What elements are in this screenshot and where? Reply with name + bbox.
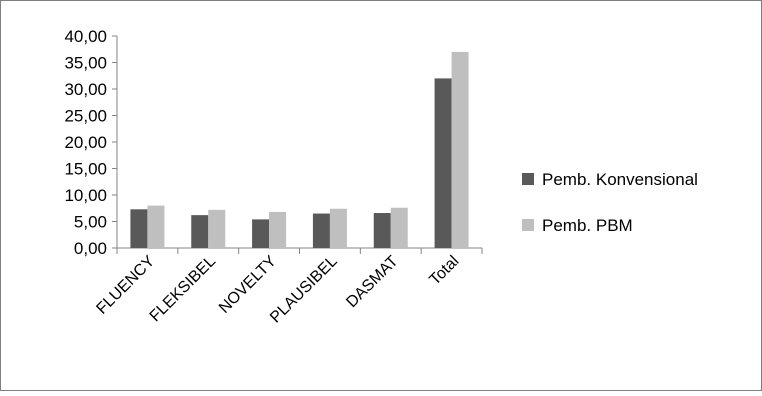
bar-series-1: [130, 209, 148, 248]
bar-series-1: [252, 219, 270, 248]
bar-series-2: [390, 207, 408, 248]
y-axis: 0,00 5,00 10,00 15,00 20,00 25,00 30,00 35,00 40…: [64, 27, 118, 258]
y-tick-label: 40,00: [64, 27, 107, 46]
bar-series-1: [191, 215, 209, 248]
bar-series-1: [434, 78, 452, 249]
legend-label: Pemb. Konvensional: [542, 170, 698, 189]
y-tick-label: 15,00: [64, 160, 107, 179]
y-tick-label: 25,00: [64, 107, 107, 126]
legend: Pemb. Konvensional Pemb. PBM: [522, 170, 698, 235]
y-tick-label: 10,00: [64, 186, 107, 205]
bars: [130, 51, 469, 249]
bar-series-2: [208, 209, 226, 248]
y-tick-label: 5,00: [74, 213, 107, 232]
bar-series-2: [451, 51, 469, 249]
legend-label: Pemb. PBM: [542, 216, 633, 235]
y-tick-label: 0,00: [74, 239, 107, 258]
bar-series-2: [147, 205, 165, 248]
legend-swatch: [522, 173, 534, 185]
bar-series-1: [312, 213, 330, 248]
bar-series-2: [269, 211, 287, 248]
legend-swatch: [522, 219, 534, 231]
y-tick-label: 30,00: [64, 80, 107, 99]
bar-series-1: [373, 213, 391, 248]
y-tick-label: 35,00: [64, 54, 107, 73]
y-tick-label: 20,00: [64, 133, 107, 152]
bar-series-2: [329, 208, 347, 248]
